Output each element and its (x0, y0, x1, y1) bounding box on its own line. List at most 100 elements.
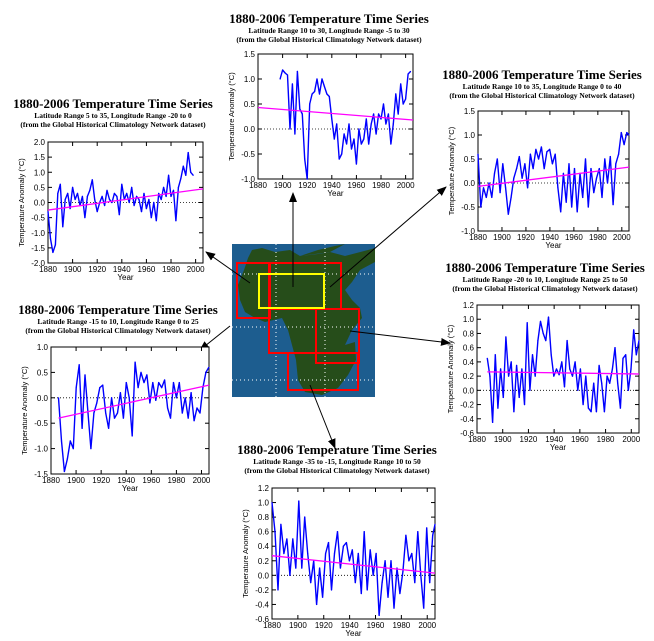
chart-source: (from the Global Historical Climatology … (25, 326, 211, 335)
data-point (353, 138, 355, 140)
data-point (140, 371, 142, 373)
data-point (357, 552, 359, 555)
data-point (363, 138, 365, 140)
data-point (292, 538, 294, 540)
data-point (593, 192, 595, 194)
data-point (327, 541, 330, 544)
chart-source: (from the Global Historical Climatology … (20, 120, 206, 129)
data-point (172, 381, 175, 384)
trend-line (477, 166, 630, 188)
data-point (355, 163, 358, 165)
data-point (492, 421, 494, 423)
data-point (94, 198, 96, 201)
data-point (382, 103, 385, 105)
data-point (488, 182, 490, 184)
data-point (557, 187, 559, 189)
chart-source: (from the Global Historical Climatology … (449, 91, 635, 100)
x-tick-label: 1980 (372, 181, 390, 190)
y-tick-label: 1.5 (34, 153, 46, 162)
data-point (348, 560, 350, 562)
x-tick-label: 1960 (138, 265, 156, 274)
data-point (539, 320, 542, 322)
data-point (69, 207, 71, 210)
data-point (434, 523, 436, 525)
y-tick-label: -0.6 (460, 429, 474, 438)
y-tick-label: 0.0 (258, 571, 270, 580)
data-point (402, 103, 404, 105)
data-point (609, 156, 611, 158)
data-point (64, 198, 66, 201)
data-point (499, 368, 502, 370)
data-point (119, 392, 122, 394)
data-point (299, 108, 301, 110)
temperature-series-line (57, 361, 210, 473)
data-point (598, 168, 600, 170)
data-point (558, 374, 560, 376)
y-tick-label: 0.4 (258, 542, 270, 551)
chart-title-block-b: 1880-2006 Temperature Time Series Latitud… (0, 97, 233, 130)
data-point (298, 500, 300, 502)
x-tick-label: 2000 (418, 621, 436, 630)
data-point (271, 501, 273, 504)
data-point (482, 187, 485, 189)
data-point (57, 192, 59, 195)
x-tick-label: 1900 (64, 265, 82, 274)
data-point (286, 74, 289, 76)
x-tick-label: 1980 (597, 435, 615, 444)
data-point (76, 192, 79, 195)
data-point (489, 375, 491, 377)
chart-source: (from the Global Historical Climatology … (244, 466, 430, 475)
x-tick-label: 1960 (367, 621, 385, 630)
data-point (192, 174, 194, 176)
arrow-to-chart-e (349, 330, 451, 346)
data-point (328, 95, 330, 98)
data-point (593, 382, 595, 384)
y-tick-label: 0.0 (244, 125, 256, 134)
data-point (202, 387, 204, 389)
data-point (532, 168, 534, 170)
data-point (396, 567, 398, 569)
data-point (542, 332, 544, 335)
data-point (414, 582, 416, 584)
y-tick-label: 1.0 (258, 499, 270, 508)
chart-title: 1880-2006 Temperature Time Series (229, 11, 429, 26)
data-point (561, 361, 563, 363)
data-point (393, 607, 395, 609)
data-point (196, 407, 198, 409)
data-point (560, 211, 562, 213)
trend-line (271, 555, 436, 574)
y-tick-label: 1.5 (244, 50, 256, 59)
y-axis-label: Temperature Anomaly (°C) (227, 72, 236, 161)
x-tick-label: 2000 (622, 435, 640, 444)
y-tick-label: 1.2 (258, 484, 270, 493)
x-tick-label: 1920 (517, 233, 535, 242)
data-point (178, 381, 180, 384)
y-tick-label: 1.0 (464, 131, 476, 140)
x-tick-label: 1980 (162, 265, 180, 274)
data-point (420, 574, 422, 576)
data-point (529, 153, 531, 155)
data-point (606, 375, 608, 377)
data-point (62, 226, 64, 228)
chart-e: -0.6 -0.4 -0.2 0.0 0.2 0.4 0.6 0.8 1.0 1.2 1880 190… (446, 301, 641, 452)
x-tick-label: 1900 (289, 621, 307, 630)
temperature-series-line (271, 500, 436, 617)
y-tick-label: -1.0 (241, 175, 255, 184)
data-point (108, 427, 110, 429)
data-point (360, 592, 362, 595)
data-point (369, 549, 371, 551)
data-point (52, 251, 54, 254)
data-point (538, 158, 540, 160)
data-point (309, 103, 311, 105)
chart-source: (from the Global Historical Climatology … (236, 35, 422, 44)
temperature-series-line (279, 69, 412, 180)
data-point (283, 552, 285, 555)
data-point (304, 158, 306, 160)
x-tick-label: 2000 (613, 233, 631, 242)
y-tick-label: -0.4 (460, 415, 474, 424)
data-point (351, 549, 353, 551)
y-tick-label: -0.5 (34, 419, 48, 428)
x-tick-label: 1920 (298, 181, 316, 190)
data-point (507, 375, 510, 377)
trend-line (47, 188, 204, 211)
